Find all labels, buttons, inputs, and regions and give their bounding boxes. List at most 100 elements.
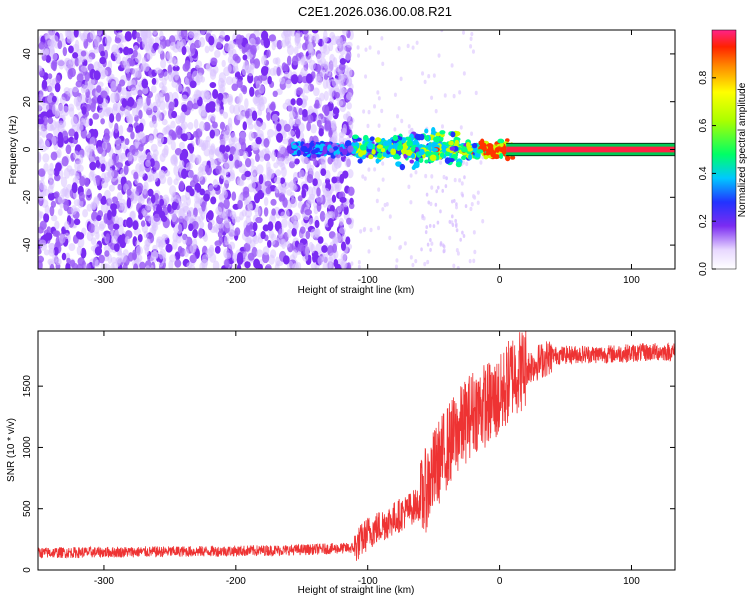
y-tick-label: 1000 xyxy=(22,436,33,459)
y-tick-label: 500 xyxy=(22,500,33,517)
heatmap-cell xyxy=(344,51,352,61)
heatmap-cell xyxy=(312,178,318,187)
heatmap-cell xyxy=(137,196,145,205)
heatmap-cell xyxy=(273,176,282,185)
heatmap-cell xyxy=(267,240,272,248)
heatmap-cell xyxy=(432,73,436,78)
heatmap-cell xyxy=(81,106,87,115)
heatmap-cell xyxy=(427,200,431,205)
heatmap-cell xyxy=(181,94,188,102)
heatmap-cell xyxy=(91,256,99,268)
heatmap-cell xyxy=(225,145,231,153)
heatmap-cell xyxy=(368,45,372,50)
heatmap-cell xyxy=(116,192,123,201)
heatmap-cell xyxy=(346,217,352,225)
heatmap-cell xyxy=(238,93,243,103)
heatmap-cell xyxy=(251,110,258,121)
heatmap-cell xyxy=(335,181,342,192)
heatmap-cell xyxy=(244,110,250,119)
heatmap-cell xyxy=(46,132,54,141)
heatmap-cell xyxy=(302,42,308,51)
heatmap-cell xyxy=(54,220,60,230)
y-tick-label: 0 xyxy=(22,567,33,573)
heatmap-cell xyxy=(456,265,460,269)
heatmap-cell xyxy=(100,202,108,213)
heatmap-cell xyxy=(145,265,150,269)
heatmap-cell xyxy=(179,180,185,191)
heatmap-cell xyxy=(268,230,275,239)
heatmap-cell xyxy=(67,68,74,80)
heatmap-cell xyxy=(392,153,400,160)
heatmap-cell xyxy=(80,50,87,57)
heatmap-cell xyxy=(73,218,81,226)
heatmap-cell xyxy=(267,75,272,85)
heatmap-cell xyxy=(420,247,423,252)
heatmap-cell xyxy=(212,179,219,188)
heatmap-cell xyxy=(50,151,58,161)
heatmap-cell xyxy=(302,30,309,35)
heatmap-cell xyxy=(203,148,211,157)
heatmap-cell xyxy=(292,262,300,269)
heatmap-cell xyxy=(400,118,404,124)
heatmap-cell xyxy=(419,148,425,156)
heatmap-cell xyxy=(77,237,85,248)
heatmap-cell xyxy=(275,57,281,66)
heatmap-cell xyxy=(170,140,176,151)
heatmap-cell xyxy=(442,249,446,254)
heatmap-cell xyxy=(289,191,295,199)
heatmap-cell xyxy=(245,215,252,226)
heatmap-cell xyxy=(423,79,427,85)
heatmap-cell xyxy=(357,264,361,269)
heatmap-cell xyxy=(221,59,226,68)
heatmap-cell xyxy=(412,164,420,169)
heatmap-cell xyxy=(473,249,477,255)
heatmap-cell xyxy=(244,98,249,109)
heatmap-cell xyxy=(318,128,324,137)
heatmap-cell xyxy=(117,235,124,244)
heatmap-cell xyxy=(39,89,44,100)
heatmap-cell xyxy=(250,172,257,183)
heatmap-cell xyxy=(63,167,71,179)
heatmap-cell xyxy=(244,170,252,178)
heatmap-cell xyxy=(234,142,241,152)
heatmap-cell xyxy=(86,56,93,63)
heatmap-cell xyxy=(452,93,456,99)
heatmap-cell xyxy=(49,124,55,132)
heatmap-cell xyxy=(68,45,74,54)
heatmap-cell xyxy=(189,42,196,54)
heatmap-cell xyxy=(148,135,154,144)
heatmap-cell xyxy=(465,161,469,167)
heatmap-cell xyxy=(114,137,122,146)
heatmap-cell xyxy=(393,92,397,98)
heatmap-cell xyxy=(307,41,314,53)
heatmap-cell xyxy=(105,233,111,242)
heatmap-cell xyxy=(75,231,81,238)
heatmap-cell xyxy=(381,61,385,67)
heatmap-cell xyxy=(101,98,109,108)
heatmap-cell xyxy=(132,220,139,231)
heatmap-cell xyxy=(95,175,101,187)
heatmap-cell xyxy=(421,213,424,218)
x-tick-label: 0 xyxy=(497,576,503,587)
heatmap-cell xyxy=(186,196,191,206)
heatmap-cell xyxy=(239,131,247,139)
heatmap-cell xyxy=(409,255,413,260)
heatmap-cell xyxy=(205,136,211,143)
heatmap-cell xyxy=(169,254,177,263)
heatmap-cell xyxy=(236,254,244,266)
heatmap-cell xyxy=(157,112,163,122)
heatmap-cell xyxy=(479,160,483,165)
heatmap-cell xyxy=(266,128,275,138)
heatmap-cell xyxy=(189,254,197,264)
heatmap-cell xyxy=(410,152,416,159)
heatmap-cell xyxy=(414,258,418,264)
heatmap-cell xyxy=(189,80,197,89)
heatmap-cell xyxy=(182,218,188,230)
heatmap-cell xyxy=(104,189,111,199)
heatmap-cell xyxy=(395,258,399,263)
heatmap-cell xyxy=(242,86,248,95)
heatmap-cell xyxy=(466,147,474,152)
heatmap-cell xyxy=(224,252,232,260)
heatmap-cell xyxy=(216,41,222,49)
heatmap-cell xyxy=(147,188,154,197)
